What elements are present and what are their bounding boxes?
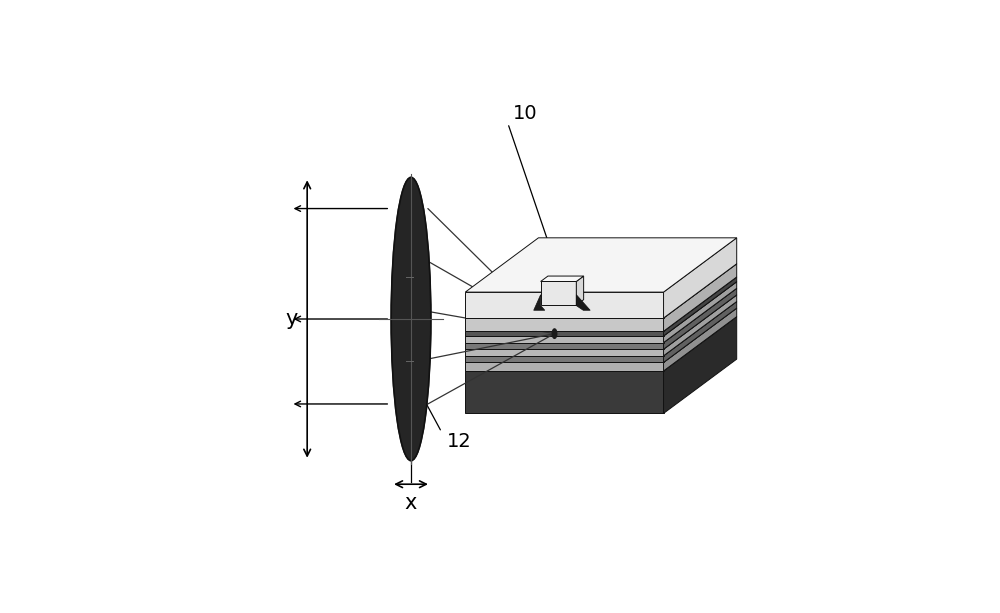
Polygon shape (465, 277, 737, 331)
Polygon shape (465, 362, 664, 371)
Polygon shape (664, 288, 737, 349)
Polygon shape (664, 317, 737, 413)
Polygon shape (465, 371, 664, 413)
Polygon shape (465, 238, 737, 292)
Polygon shape (465, 331, 664, 336)
Polygon shape (664, 277, 737, 336)
Text: x: x (405, 493, 417, 513)
Polygon shape (465, 282, 737, 336)
Polygon shape (576, 295, 590, 310)
Text: 11: 11 (557, 329, 582, 348)
Polygon shape (465, 302, 737, 356)
Polygon shape (465, 264, 737, 318)
Polygon shape (664, 264, 737, 331)
Text: 10: 10 (512, 104, 537, 123)
Polygon shape (534, 295, 545, 310)
Polygon shape (465, 295, 737, 349)
Polygon shape (465, 343, 664, 349)
Polygon shape (465, 336, 664, 343)
Polygon shape (664, 295, 737, 356)
Polygon shape (465, 292, 664, 318)
Text: y: y (286, 309, 298, 329)
Polygon shape (465, 308, 737, 362)
Polygon shape (465, 288, 737, 343)
Polygon shape (664, 238, 737, 318)
Polygon shape (664, 302, 737, 362)
Polygon shape (541, 281, 576, 305)
Polygon shape (664, 308, 737, 371)
Ellipse shape (391, 177, 431, 460)
Polygon shape (664, 282, 737, 343)
Polygon shape (465, 349, 664, 356)
Polygon shape (465, 317, 737, 371)
Ellipse shape (552, 329, 557, 338)
Polygon shape (541, 276, 584, 281)
Text: 12: 12 (446, 432, 471, 451)
Polygon shape (465, 318, 664, 331)
Polygon shape (465, 356, 664, 362)
Polygon shape (576, 276, 584, 305)
